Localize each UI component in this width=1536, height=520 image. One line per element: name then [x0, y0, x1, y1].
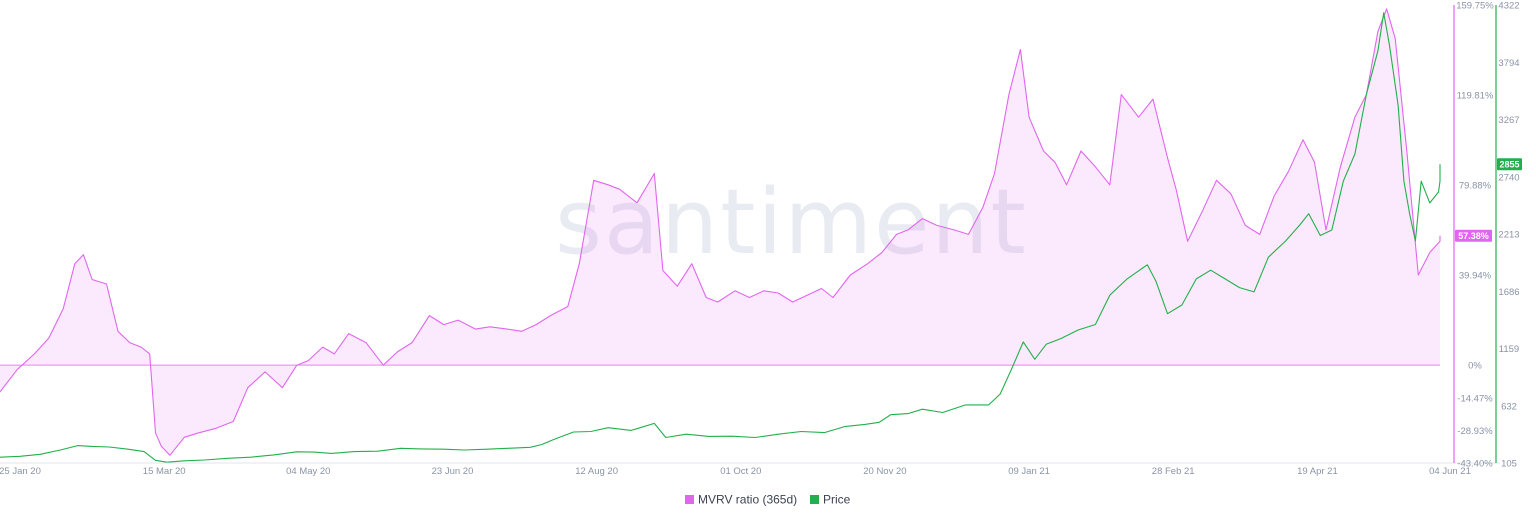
- price-tick-label: 4322: [1498, 1, 1519, 12]
- x-tick-label: 12 Aug 20: [575, 466, 618, 477]
- x-tick-label: 19 Apr 21: [1297, 466, 1338, 477]
- mvrv-line: [0, 8, 1441, 456]
- price-tick-label: 3794: [1498, 58, 1519, 69]
- price-tick-label: 632: [1501, 401, 1517, 412]
- x-tick-label: 20 Nov 20: [863, 466, 906, 477]
- price-tick-label: 2213: [1498, 230, 1519, 241]
- x-tick-label: 09 Jan 21: [1008, 466, 1050, 477]
- mvrv-area: [0, 8, 1440, 456]
- price-tick-label: 2740: [1498, 172, 1519, 183]
- x-tick-label: 01 Oct 20: [720, 466, 761, 477]
- plot-area: [0, 8, 1441, 463]
- mvrv-tick-label: 119.81%: [1457, 91, 1494, 102]
- mvrv-tick-label: 79.88%: [1459, 181, 1492, 192]
- mvrv-tick-label: -14.47%: [1457, 393, 1493, 404]
- legend-label-price: Price: [823, 493, 851, 507]
- price-tick-label: 105: [1501, 459, 1517, 470]
- mvrv-current-badge: [1455, 229, 1492, 242]
- price-current-badge: [1497, 158, 1522, 171]
- price-tick-label: 1159: [1499, 344, 1519, 355]
- x-tick-label: 15 Mar 20: [143, 466, 186, 477]
- legend-swatch-price: [810, 495, 819, 504]
- x-tick-label: 04 Jun 21: [1429, 466, 1471, 477]
- axes: 25 Jan 20 15 Mar 20 04 May 20 23 Jun 20 12 A…: [0, 1, 1522, 477]
- price-line: [0, 12, 1441, 463]
- mvrv-tick-label: 159.75%: [1456, 1, 1494, 12]
- price-tick-label: 3267: [1498, 115, 1519, 126]
- mvrv-tick-label: -28.93%: [1457, 426, 1493, 437]
- mvrv-tick-label: 0%: [1468, 361, 1482, 372]
- x-tick-label: 25 Jan 20: [0, 466, 41, 477]
- mvrv-current-value: 57.38%: [1458, 231, 1489, 241]
- mvrv-tick-label: 39.94%: [1459, 271, 1492, 282]
- x-tick-label: 28 Feb 21: [1152, 466, 1195, 477]
- legend-swatch-mvrv: [685, 495, 694, 504]
- x-tick-label: 04 May 20: [286, 466, 330, 477]
- legend-label-mvrv: MVRV ratio (365d): [698, 493, 797, 507]
- mvrv-tick-label: -43.40%: [1457, 459, 1493, 470]
- price-tick-label: 1686: [1498, 287, 1519, 298]
- legend: MVRV ratio (365d) Price: [685, 493, 851, 507]
- watermark: santiment: [555, 170, 1028, 275]
- price-current-value: 2855: [1499, 159, 1519, 169]
- x-tick-label: 23 Jun 20: [432, 466, 474, 477]
